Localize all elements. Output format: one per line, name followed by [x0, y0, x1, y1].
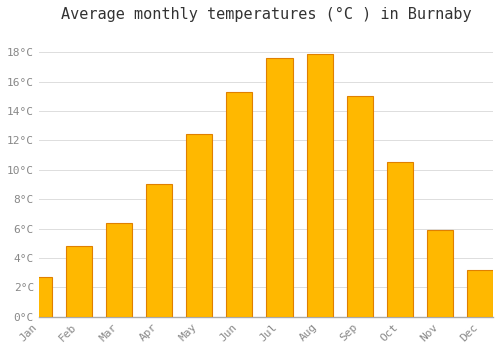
Bar	[306, 54, 332, 317]
Bar	[26, 277, 52, 317]
Bar	[66, 246, 92, 317]
Bar	[427, 230, 453, 317]
Bar	[106, 223, 132, 317]
Bar	[146, 184, 172, 317]
Bar	[346, 96, 372, 317]
Bar	[226, 92, 252, 317]
Bar	[467, 270, 493, 317]
Title: Average monthly temperatures (°C ) in Burnaby: Average monthly temperatures (°C ) in Bu…	[60, 7, 471, 22]
Bar	[266, 58, 292, 317]
Bar	[186, 134, 212, 317]
Bar	[387, 162, 413, 317]
